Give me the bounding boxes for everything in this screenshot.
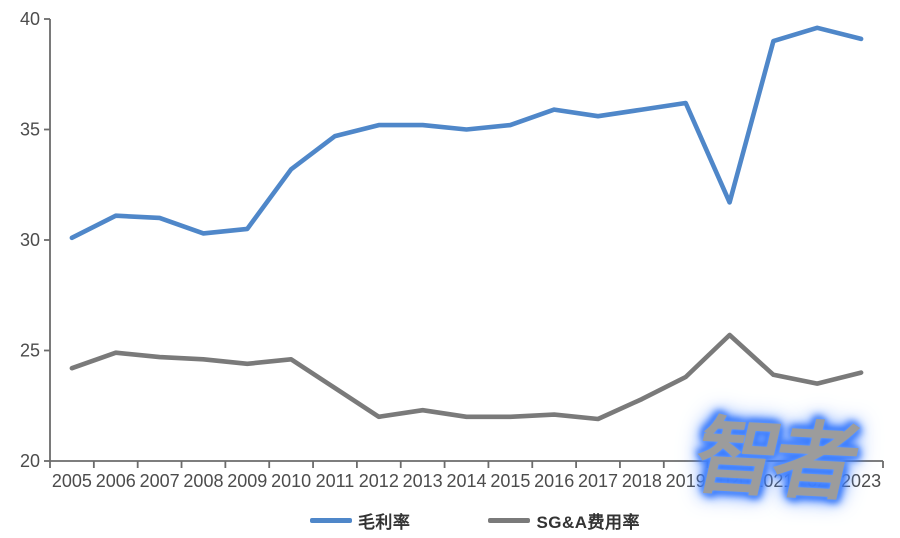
- x-axis-tick-label: 2015: [490, 471, 530, 491]
- x-axis-tick-label: 2023: [841, 471, 881, 491]
- x-axis-tick-label: 2013: [403, 471, 443, 491]
- y-axis-tick-label: 40: [20, 9, 40, 29]
- x-axis-tick-label: 2007: [140, 471, 180, 491]
- y-axis-tick-label: 20: [20, 451, 40, 471]
- x-axis-tick-label: 2021: [753, 471, 793, 491]
- y-axis-tick-label: 30: [20, 230, 40, 250]
- x-axis-tick-label: 2016: [534, 471, 574, 491]
- y-axis-tick-label: 35: [20, 120, 40, 140]
- legend-swatch-0: [309, 518, 352, 523]
- legend-label-0: 毛利率: [357, 513, 411, 532]
- legend-label-1: SG&A费用率: [536, 513, 641, 532]
- x-axis-tick-label: 2008: [183, 471, 223, 491]
- legend-swatch-1: [488, 518, 531, 523]
- x-axis-tick-label: 2020: [710, 471, 750, 491]
- y-axis-tick-label: 25: [20, 341, 40, 361]
- x-axis-tick-label: 2009: [227, 471, 267, 491]
- x-axis-tick-label: 2022: [797, 471, 837, 491]
- x-axis-tick-label: 2017: [578, 471, 618, 491]
- chart-legend: 毛利率 SG&A费用率: [0, 508, 900, 533]
- x-axis-tick-label: 2006: [96, 471, 136, 491]
- x-axis-tick-label: 2005: [52, 471, 92, 491]
- x-axis-tick-label: 2010: [271, 471, 311, 491]
- legend-item-0: 毛利率: [309, 508, 411, 533]
- x-axis-tick-label: 2012: [359, 471, 399, 491]
- x-axis-tick-label: 2019: [666, 471, 706, 491]
- series-line-1: [69, 332, 864, 422]
- legend-item-1: SG&A费用率: [488, 508, 640, 533]
- x-axis-tick-label: 2018: [622, 471, 662, 491]
- series-line-0: [69, 25, 864, 241]
- x-axis-tick-label: 2011: [316, 471, 355, 491]
- x-axis-tick-label: 2014: [446, 471, 486, 491]
